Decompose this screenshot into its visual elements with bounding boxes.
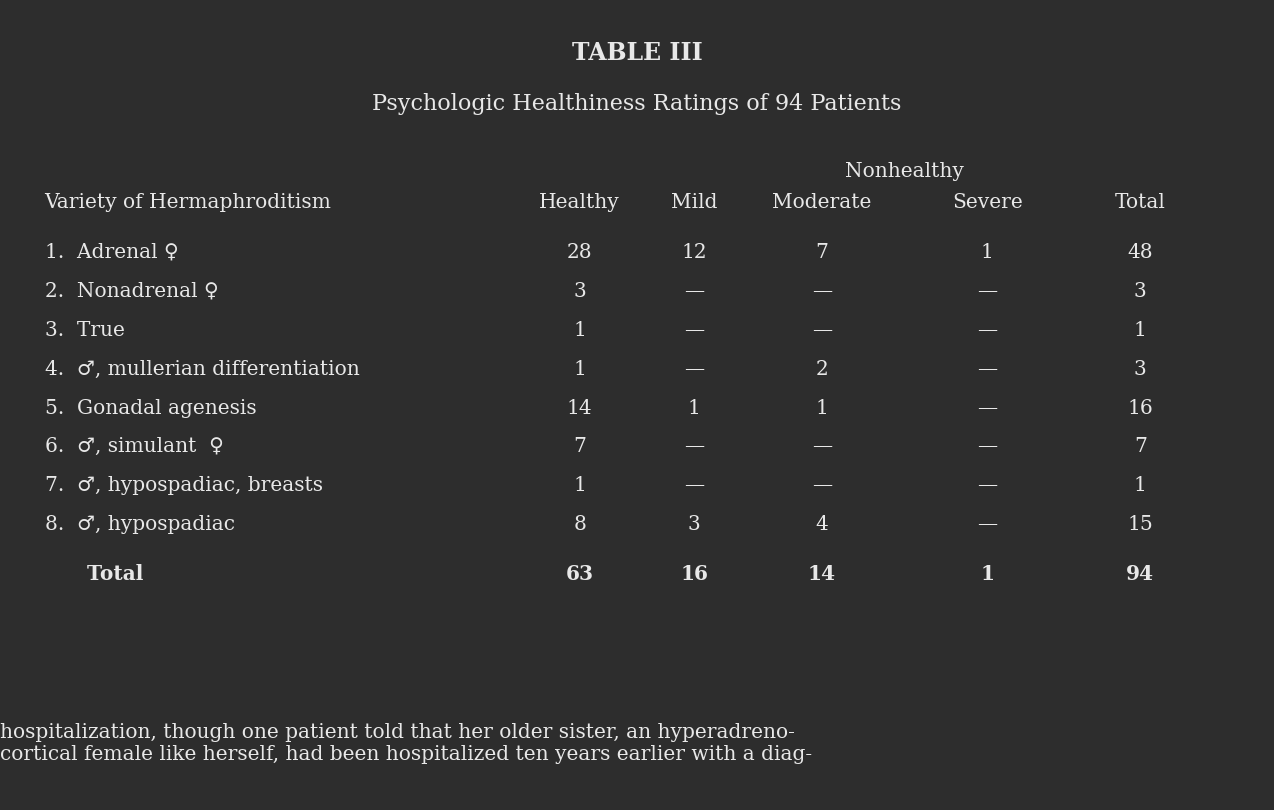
- Text: 48: 48: [1127, 243, 1153, 262]
- Text: 2.  Nonadrenal ♀: 2. Nonadrenal ♀: [45, 282, 218, 301]
- Text: 15: 15: [1127, 515, 1153, 534]
- Text: Variety of Hermaphroditism: Variety of Hermaphroditism: [45, 193, 331, 211]
- Text: 1: 1: [981, 564, 994, 584]
- Text: 3: 3: [1134, 282, 1147, 301]
- Text: —: —: [812, 476, 832, 495]
- Text: 3: 3: [573, 282, 586, 301]
- Text: 6.  ♂, simulant  ♀: 6. ♂, simulant ♀: [45, 437, 223, 456]
- Text: —: —: [977, 476, 998, 495]
- Text: 7: 7: [573, 437, 586, 456]
- Text: 2: 2: [815, 360, 828, 378]
- Text: 4.  ♂, mullerian differentiation: 4. ♂, mullerian differentiation: [45, 360, 359, 378]
- Text: Psychologic Healthiness Ratings of 94 Patients: Psychologic Healthiness Ratings of 94 Pa…: [372, 93, 902, 115]
- Text: —: —: [977, 399, 998, 417]
- Text: 1: 1: [981, 243, 994, 262]
- Text: —: —: [684, 437, 705, 456]
- Text: Mild: Mild: [671, 193, 717, 211]
- Text: 1: 1: [1134, 321, 1147, 339]
- Text: 7: 7: [815, 243, 828, 262]
- Text: —: —: [684, 476, 705, 495]
- Text: 16: 16: [680, 564, 708, 584]
- Text: 16: 16: [1127, 399, 1153, 417]
- Text: 1: 1: [573, 476, 586, 495]
- Text: 63: 63: [566, 564, 594, 584]
- Text: 8.  ♂, hypospadiac: 8. ♂, hypospadiac: [45, 515, 234, 534]
- Text: Severe: Severe: [952, 193, 1023, 211]
- Text: Nonhealthy: Nonhealthy: [845, 162, 964, 181]
- Text: 1: 1: [1134, 476, 1147, 495]
- Text: 1: 1: [573, 321, 586, 339]
- Text: —: —: [977, 360, 998, 378]
- Text: —: —: [684, 321, 705, 339]
- Text: —: —: [812, 282, 832, 301]
- Text: Healthy: Healthy: [539, 193, 620, 211]
- Text: 94: 94: [1126, 564, 1154, 584]
- Text: —: —: [684, 360, 705, 378]
- Text: 5.  Gonadal agenesis: 5. Gonadal agenesis: [45, 399, 256, 417]
- Text: 1: 1: [573, 360, 586, 378]
- Text: TABLE III: TABLE III: [572, 40, 702, 65]
- Text: —: —: [684, 282, 705, 301]
- Text: —: —: [977, 282, 998, 301]
- Text: 3: 3: [1134, 360, 1147, 378]
- Text: —: —: [812, 437, 832, 456]
- Text: 12: 12: [682, 243, 707, 262]
- Text: hospitalization, though one patient told that her older sister, an hyperadreno-
: hospitalization, though one patient told…: [0, 723, 812, 764]
- Text: Total: Total: [45, 564, 143, 584]
- Text: 4: 4: [815, 515, 828, 534]
- Text: Moderate: Moderate: [772, 193, 871, 211]
- Text: Total: Total: [1115, 193, 1166, 211]
- Text: —: —: [977, 321, 998, 339]
- Text: 8: 8: [573, 515, 586, 534]
- Text: 7: 7: [1134, 437, 1147, 456]
- Text: —: —: [977, 515, 998, 534]
- Text: 28: 28: [567, 243, 592, 262]
- Text: 14: 14: [567, 399, 592, 417]
- Text: —: —: [812, 321, 832, 339]
- Text: 14: 14: [808, 564, 836, 584]
- Text: 1.  Adrenal ♀: 1. Adrenal ♀: [45, 243, 178, 262]
- Text: 1: 1: [688, 399, 701, 417]
- Text: 7.  ♂, hypospadiac, breasts: 7. ♂, hypospadiac, breasts: [45, 476, 322, 495]
- Text: —: —: [977, 437, 998, 456]
- Text: 3: 3: [688, 515, 701, 534]
- Text: 1: 1: [815, 399, 828, 417]
- Text: 3.  True: 3. True: [45, 321, 125, 339]
